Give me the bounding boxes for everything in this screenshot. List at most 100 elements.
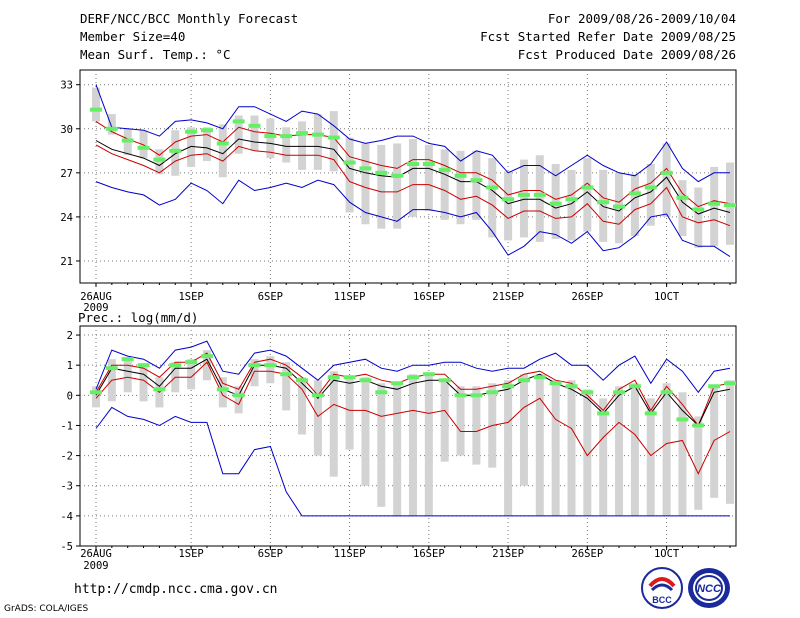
temp-green-marker (644, 185, 657, 190)
temp-x-tick-label: 26AUG (80, 291, 112, 303)
temp-x-tick-label: 21SEP (492, 291, 524, 303)
temp-spread-box (662, 143, 671, 217)
temp-green-marker (185, 129, 198, 134)
temp-spread-box (361, 143, 370, 225)
temp-green-marker (454, 173, 467, 178)
temp-spread-box (266, 118, 275, 159)
prec-spread-box (345, 377, 354, 450)
prec-green-marker (422, 372, 435, 377)
prec-spread-box (662, 383, 671, 516)
prec-spread-box (440, 380, 449, 462)
prec-green-marker (311, 393, 324, 398)
temp-green-marker (502, 197, 515, 202)
prec-spread-box (424, 374, 433, 516)
prec-y-tick-label: 2 (67, 330, 73, 342)
prec-y-tick-label: -5 (60, 541, 73, 553)
prec-panel-title: Prec.: log(mm/d) (78, 310, 198, 325)
prec-green-marker (264, 363, 277, 368)
temp-green-marker (581, 185, 594, 190)
temp-series-lower-band (95, 144, 731, 227)
prec-series-ensemble-max (95, 340, 731, 394)
temp-spread-box (377, 144, 386, 229)
prec-spread-box (630, 383, 639, 516)
temp-x-tick-label: 26SEP (572, 291, 604, 303)
temp-spread-box (710, 166, 719, 247)
ncc-logo-text: NCC (697, 583, 722, 595)
temp-spread-box (424, 144, 433, 212)
temp-green-marker (628, 191, 641, 196)
prec-green-marker (502, 384, 515, 389)
temp-x-tick-label: 16SEP (413, 291, 445, 303)
prec-green-marker (708, 384, 721, 389)
temp-green-marker (137, 145, 150, 150)
temp-green-marker (359, 166, 372, 171)
prec-spread-box (519, 374, 528, 486)
temp-green-marker (200, 128, 213, 133)
prec-spread-box (551, 380, 560, 516)
prec-spread-box (393, 383, 402, 516)
prec-green-marker (565, 384, 578, 389)
prec-green-marker (533, 375, 546, 380)
temp-green-marker (407, 162, 419, 167)
temp-green-marker (280, 134, 293, 139)
prec-spread-box (123, 359, 132, 393)
temp-green-marker (248, 123, 261, 128)
temp-series-ensemble-min (95, 179, 731, 258)
temp-green-marker (708, 201, 721, 206)
member-size-label: Member Size=40 (80, 29, 186, 44)
prec-spread-box (646, 398, 655, 516)
prec-green-marker (644, 411, 657, 416)
prec-x-year-label: 2009 (83, 560, 108, 572)
temp-spread-box (393, 143, 402, 229)
temp-series-ensemble-max (95, 84, 730, 183)
prec-y-tick-label: 1 (67, 360, 73, 372)
temp-spread-box (250, 115, 259, 151)
prec-spread-box (456, 386, 465, 456)
temp-spread-box (535, 155, 544, 242)
temp-green-marker (692, 207, 705, 212)
prec-green-marker (438, 378, 451, 383)
prec-spread-box (409, 374, 417, 516)
prec-spread-box (266, 356, 275, 384)
prec-spread-box (361, 377, 370, 486)
temp-y-tick-label: 27 (60, 168, 73, 180)
temp-green-marker (375, 170, 388, 175)
prec-green-marker (391, 381, 404, 386)
temp-green-marker (343, 160, 356, 165)
temp-x-tick-label: 1OCT (654, 291, 680, 303)
prec-green-marker (169, 363, 182, 368)
temp-spread-box (551, 164, 560, 239)
temp-x-tick-label: 1SEP (178, 291, 203, 303)
forecast-start-date: Fcst Started Refer Date 2009/08/25 (480, 29, 736, 44)
prec-y-tick-label: -1 (60, 420, 73, 432)
prec-green-marker (343, 375, 356, 380)
prec-y-tick-label: -3 (60, 481, 73, 493)
temp-y-tick-label: 30 (60, 124, 73, 136)
temp-spread-box (202, 127, 211, 162)
source-url[interactable]: http://cmdp.ncc.cma.gov.cn (74, 582, 278, 597)
temp-green-marker (565, 197, 578, 202)
prec-spread-box (583, 389, 592, 516)
prec-green-marker (628, 384, 641, 389)
prec-green-marker (359, 378, 372, 383)
prec-spread-box (678, 392, 687, 516)
temp-spread-box (583, 158, 592, 232)
prec-spread-box (726, 380, 734, 504)
prec-spread-box (329, 371, 338, 477)
prec-spread-box (567, 380, 576, 516)
temp-y-tick-label: 21 (60, 256, 73, 268)
prec-green-marker (248, 363, 261, 368)
prec-spread-box (694, 416, 703, 510)
prec-green-marker (454, 393, 467, 398)
temp-spread-box (472, 150, 481, 220)
prec-spread-box (92, 386, 100, 408)
prec-green-marker (137, 363, 150, 368)
prec-spread-box (282, 362, 291, 411)
prec-green-marker (200, 354, 213, 359)
temp-green-marker (90, 107, 102, 112)
temp-green-marker (533, 192, 546, 197)
prec-x-tick-label: 21SEP (492, 548, 524, 560)
temp-green-marker (486, 185, 499, 190)
temp-plot-frame (79, 69, 737, 284)
prec-green-marker (581, 390, 594, 395)
